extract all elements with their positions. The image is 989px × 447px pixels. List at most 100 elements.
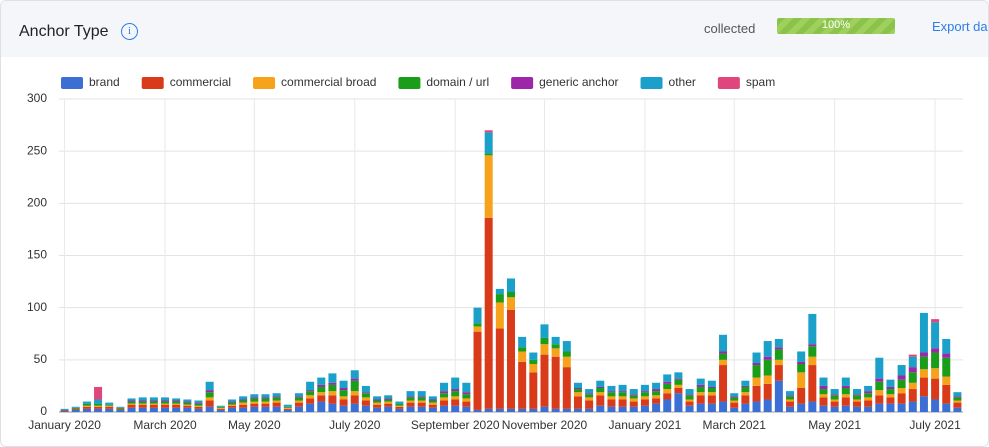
bar-segment bbox=[484, 132, 493, 154]
bar-segment bbox=[428, 404, 437, 408]
bar-segment bbox=[361, 385, 370, 393]
bar-segment bbox=[618, 384, 627, 392]
bar-segment bbox=[852, 401, 861, 407]
bar-segment bbox=[350, 370, 359, 379]
bar-segment bbox=[339, 399, 348, 406]
bar-segment bbox=[172, 407, 181, 412]
bar-segment bbox=[417, 396, 426, 398]
bar-segment bbox=[730, 393, 739, 397]
bar-segment bbox=[350, 395, 359, 404]
y-tick-label: 100 bbox=[27, 300, 47, 314]
legend-swatch bbox=[61, 77, 83, 89]
bar-segment bbox=[841, 394, 850, 398]
bar-segment bbox=[250, 401, 259, 404]
bar-segment bbox=[830, 401, 839, 407]
bar-segment bbox=[562, 408, 571, 412]
bar-segment bbox=[719, 334, 728, 352]
bar-segment bbox=[440, 397, 449, 401]
bar-segment bbox=[395, 403, 404, 406]
bar-segment bbox=[774, 349, 783, 360]
bar-segment bbox=[819, 397, 828, 406]
bar-segment bbox=[294, 400, 303, 403]
bar-segment bbox=[942, 376, 951, 385]
bar-segment bbox=[350, 391, 359, 396]
bar-segment bbox=[808, 313, 817, 345]
bar-segment bbox=[384, 395, 393, 399]
bar-segment bbox=[562, 341, 571, 352]
bar-segment bbox=[786, 391, 795, 396]
bar-segment bbox=[283, 409, 292, 412]
bar-segment bbox=[518, 347, 527, 352]
bar-segment bbox=[741, 392, 750, 396]
bar-segment bbox=[640, 391, 649, 393]
bar-segment bbox=[841, 388, 850, 395]
y-tick-label: 250 bbox=[27, 143, 47, 157]
bar-segment bbox=[462, 394, 471, 399]
bar-segment bbox=[507, 297, 515, 310]
bar-segment bbox=[71, 408, 80, 410]
bar-segment bbox=[339, 388, 348, 391]
bar-segment bbox=[908, 354, 917, 357]
bar-segment bbox=[417, 391, 426, 397]
bar-segment bbox=[261, 401, 270, 404]
bar-segment bbox=[283, 404, 292, 407]
bar-segment bbox=[529, 352, 538, 360]
info-icon[interactable]: i bbox=[121, 23, 138, 40]
bar-segment bbox=[294, 402, 303, 407]
bar-segment bbox=[719, 353, 728, 360]
bar-segment bbox=[573, 396, 582, 409]
bar-segment bbox=[82, 405, 91, 407]
status: collected bbox=[704, 21, 756, 36]
bar-segment bbox=[428, 396, 437, 400]
bar-segment bbox=[127, 398, 136, 401]
bar-segment bbox=[484, 408, 493, 412]
bar-segment bbox=[696, 386, 705, 393]
bar-segment bbox=[451, 389, 460, 392]
bar-segment bbox=[105, 405, 114, 407]
bar-segment bbox=[60, 408, 69, 410]
bar-segment bbox=[60, 409, 69, 411]
bar-segment bbox=[339, 396, 348, 400]
bar-segment bbox=[328, 382, 337, 385]
bar-segment bbox=[216, 406, 225, 408]
bar-segment bbox=[373, 400, 382, 403]
bar-segment bbox=[317, 392, 326, 396]
bar-segment bbox=[473, 307, 482, 324]
bar-segment bbox=[875, 390, 884, 396]
x-tick-label: July 2020 bbox=[329, 418, 381, 432]
bar-segment bbox=[462, 406, 471, 412]
bar-segment bbox=[652, 389, 661, 392]
bar-segment bbox=[395, 405, 404, 407]
bar-segment bbox=[194, 400, 203, 403]
bar-segment bbox=[763, 359, 772, 376]
bar-segment bbox=[618, 391, 627, 393]
legend-label: commercial broad bbox=[281, 75, 376, 89]
title: Anchor Type bbox=[19, 23, 109, 40]
progress-bar: 100% bbox=[777, 18, 895, 34]
bar-segment bbox=[573, 408, 582, 412]
bar-segment bbox=[819, 394, 828, 398]
bar-segment bbox=[373, 407, 382, 412]
x-tick-label: July 2021 bbox=[909, 418, 961, 432]
bar-segment bbox=[227, 402, 236, 405]
bar-segment bbox=[317, 395, 326, 402]
export-link[interactable]: Export da bbox=[932, 19, 988, 34]
bar-segment bbox=[573, 388, 582, 390]
bar-segment bbox=[696, 392, 705, 396]
bar-segment bbox=[596, 386, 605, 389]
bar-segment bbox=[82, 408, 91, 412]
bar-segment bbox=[607, 391, 616, 393]
bar-segment bbox=[730, 396, 739, 398]
bar-segment bbox=[797, 372, 806, 389]
bar-segment bbox=[596, 380, 605, 387]
bar-segment bbox=[451, 377, 460, 390]
bar-segment bbox=[585, 408, 594, 412]
bar-segment bbox=[172, 398, 181, 401]
bar-segment bbox=[272, 396, 281, 398]
bar-segment bbox=[518, 361, 527, 409]
bar-segment bbox=[317, 384, 326, 387]
bar-segment bbox=[808, 365, 817, 402]
legend-swatch bbox=[141, 77, 164, 89]
bar-segment bbox=[752, 385, 761, 402]
